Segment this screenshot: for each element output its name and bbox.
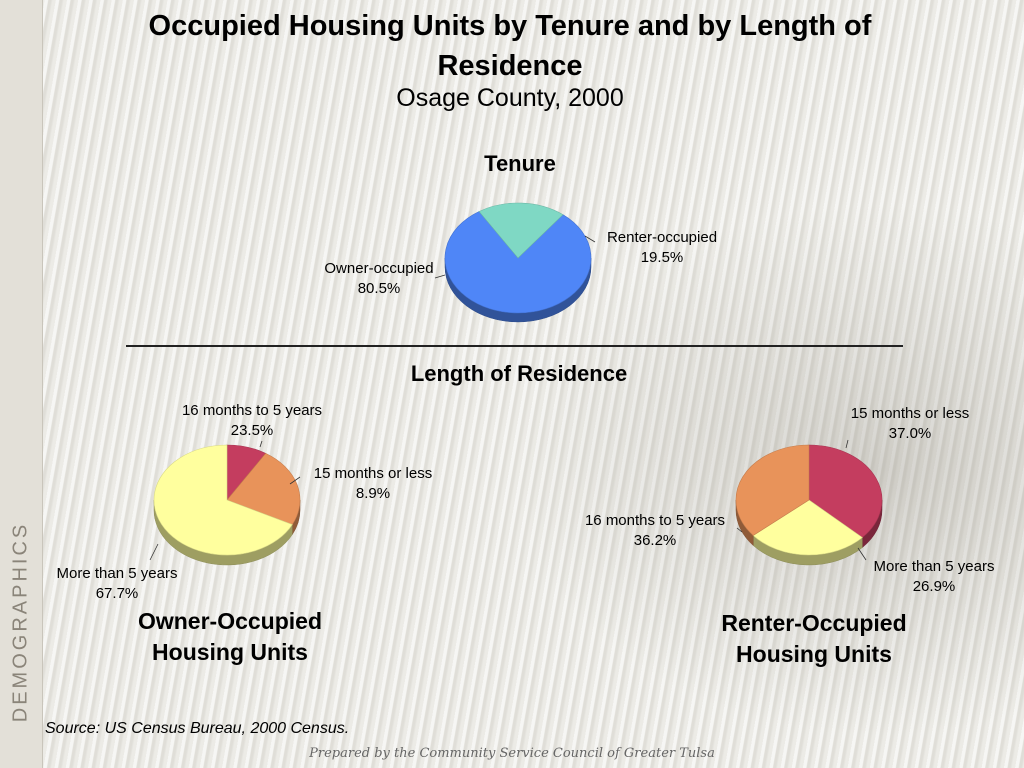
renter-more-than-5-label: More than 5 years 26.9% [874, 557, 995, 597]
label-leader-lines [149, 235, 867, 561]
renter-more-than-5-label-name: More than 5 years [873, 558, 995, 575]
owner-more-than-5-label-name: More than 5 years [56, 565, 178, 582]
tenure-renter-label: Renter-occupied 19.5% [607, 228, 717, 268]
owner-16-months-label: 16 months to 5 years 23.5% [182, 401, 322, 441]
renter-length-pie [735, 444, 883, 566]
leader-line [857, 547, 867, 561]
tenure-title: Tenure [484, 151, 556, 176]
owner-15-months-label: 15 months or less 8.9% [314, 464, 432, 504]
pie-slice [735, 444, 810, 536]
renter-more-than-5-label-value: 26.9% [912, 578, 956, 595]
tenure-pie [444, 202, 592, 323]
page-title: Occupied Housing Units by Tenure and by … [60, 6, 960, 86]
pie-slice [478, 202, 564, 259]
section-divider [126, 345, 903, 347]
leader-line [259, 440, 263, 448]
owner-length-pie [153, 444, 301, 566]
renter-15-months-label: 15 months or less 37.0% [851, 404, 969, 444]
pie-slice [444, 211, 592, 314]
leader-line [289, 476, 301, 485]
owner-16-months-label-value: 23.5% [230, 422, 274, 439]
renter-16-months-label: 16 months to 5 years 36.2% [585, 511, 725, 551]
pie-slice [153, 444, 293, 556]
renter-16-months-label-name: 16 months to 5 years [584, 512, 726, 529]
owner-pie-caption: Owner-Occupied Housing Units [80, 606, 380, 668]
leader-line [736, 527, 743, 533]
leader-line [149, 543, 159, 561]
owner-16-months-label-name: 16 months to 5 years [181, 402, 323, 419]
tenure-renter-label-value: 19.5% [640, 249, 684, 266]
source-note: Source: US Census Bureau, 2000 Census. [45, 720, 350, 737]
renter-pie-caption: Renter-Occupied Housing Units [664, 608, 964, 670]
pie-slice [808, 444, 883, 538]
page-title-line1: Occupied Housing Units by Tenure and by … [148, 10, 872, 42]
length-of-residence-title: Length of Residence [410, 361, 628, 386]
renter-15-months-label-value: 37.0% [888, 425, 932, 442]
side-band [0, 0, 43, 768]
page-title-line2: Residence [437, 50, 583, 82]
footer-credit: Prepared by the Community Service Counci… [309, 746, 715, 761]
renter-pie-caption-line2: Housing Units [736, 641, 892, 667]
owner-more-than-5-label: More than 5 years 67.7% [57, 564, 178, 604]
leader-line [434, 274, 446, 279]
leader-line [584, 235, 596, 243]
tenure-owner-label: Owner-occupied 80.5% [324, 259, 433, 299]
renter-15-months-label-name: 15 months or less [850, 405, 970, 422]
tenure-owner-label-value: 80.5% [357, 280, 401, 297]
owner-more-than-5-label-value: 67.7% [95, 585, 139, 602]
owner-15-months-label-name: 15 months or less [313, 465, 433, 482]
renter-pie-caption-line1: Renter-Occupied [721, 610, 907, 636]
owner-pie-caption-line1: Owner-Occupied [137, 608, 323, 634]
tenure-renter-label-name: Renter-occupied [606, 229, 718, 246]
pie-slice [752, 499, 863, 556]
tenure-owner-label-name: Owner-occupied [324, 260, 434, 277]
owner-pie-caption-line2: Housing Units [152, 639, 308, 665]
page-subtitle: Osage County, 2000 [396, 84, 624, 112]
owner-15-months-label-value: 8.9% [355, 485, 391, 502]
renter-16-months-label-value: 36.2% [633, 532, 677, 549]
leader-line [845, 439, 849, 449]
